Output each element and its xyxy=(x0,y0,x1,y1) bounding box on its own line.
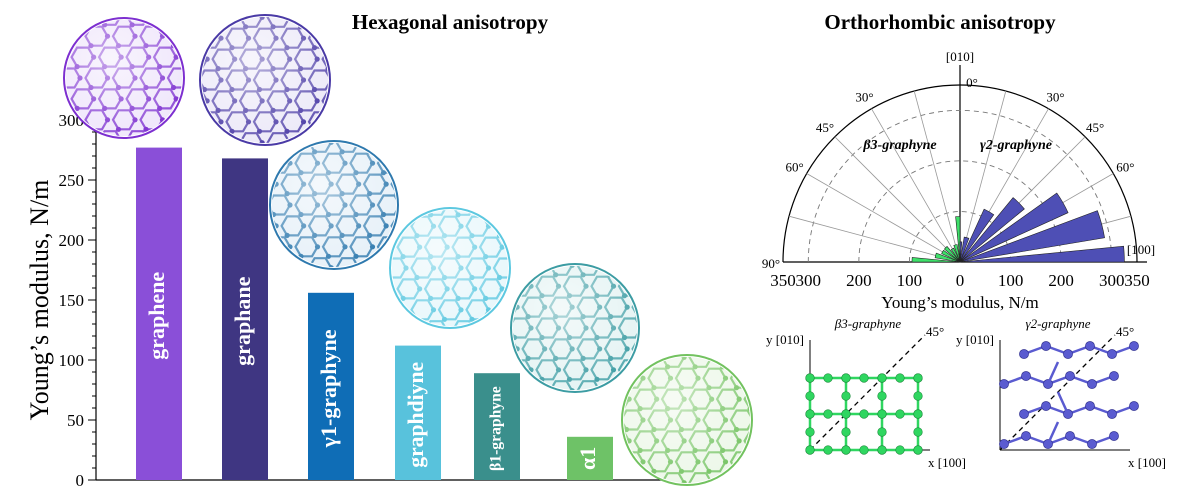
angle-label: 45° xyxy=(816,120,834,135)
molecule-sphere xyxy=(510,263,640,393)
polar-outer-ring xyxy=(782,84,1138,263)
molecule-illustrations xyxy=(63,14,753,486)
bar-chart-title: Hexagonal anisotropy xyxy=(352,10,549,34)
polar-bar xyxy=(959,192,1069,263)
angle-label: 30° xyxy=(1046,90,1064,105)
polar-bar xyxy=(959,241,963,263)
r-tick-label: 200 xyxy=(846,271,872,290)
series-label: γ2-graphyne xyxy=(980,138,1052,153)
inset-angle-label: 45° xyxy=(1116,324,1134,339)
polar-bar xyxy=(959,197,1025,263)
bar-label: graphene xyxy=(144,272,169,360)
y-tick-label: 150 xyxy=(59,291,85,310)
bar xyxy=(308,292,354,480)
bar xyxy=(567,436,613,480)
polar-bar xyxy=(941,249,961,263)
bar xyxy=(395,345,441,480)
bar-label: γ1-graphyne xyxy=(316,329,341,448)
inset-y-label: y [010] xyxy=(956,332,994,347)
polar-bar xyxy=(959,208,995,263)
angle-label: 30° xyxy=(855,90,873,105)
polar-chart-title: Orthorhombic anisotropy xyxy=(824,10,1056,34)
angle-label: 0° xyxy=(966,75,978,90)
inset-title: β3-graphyne xyxy=(834,316,902,331)
molecule-sphere xyxy=(269,140,399,270)
inset-diagonal xyxy=(809,334,926,451)
polar-grid-spoke xyxy=(788,215,961,263)
r-tick-label: 0 xyxy=(956,271,965,290)
r-tick-label: 100 xyxy=(998,271,1024,290)
direction-label-100: [100] xyxy=(1127,242,1155,257)
polar-bar xyxy=(943,245,961,263)
polar-bar xyxy=(955,216,961,263)
polar-grid-ring xyxy=(807,110,1113,263)
bar xyxy=(136,147,182,480)
polar-grid-spoke xyxy=(806,173,961,263)
molecule-sphere xyxy=(199,14,331,146)
lattice-inset: γ2-graphyne y [010] x [100] 45° xyxy=(956,316,1166,470)
polar-bar xyxy=(911,257,961,263)
molecule-sphere xyxy=(621,354,753,486)
inset-y-label: y [010] xyxy=(766,332,804,347)
inset-angle-label: 45° xyxy=(926,324,944,339)
polar-grid-spoke xyxy=(834,136,961,263)
lattice-inset: β3-graphyne y [010] x [100] 45° xyxy=(766,316,966,470)
polar-grid-spoke xyxy=(871,108,961,263)
bar xyxy=(222,158,268,480)
y-tick-label: 0 xyxy=(76,471,85,490)
polar-bar xyxy=(953,244,961,263)
bar-label: β1-graphyne xyxy=(488,386,505,471)
lattice-insets: β3-graphyne y [010] x [100] 45° γ2-graphyne y… xyxy=(766,316,1166,470)
polar-bar xyxy=(950,247,961,263)
r-tick-label: 350 xyxy=(770,271,796,290)
polar-bar xyxy=(959,210,1105,263)
polar-grid-ring xyxy=(858,160,1062,263)
y-tick-label: 50 xyxy=(67,411,84,430)
polar-bar xyxy=(959,245,1125,263)
bar xyxy=(474,373,520,480)
molecule-sphere xyxy=(389,207,511,329)
angle-label: 60° xyxy=(1116,160,1134,175)
inset-x-label: x [100] xyxy=(1128,455,1166,470)
bar-label: graphdiyne xyxy=(404,361,428,467)
y-tick-label: 100 xyxy=(59,351,85,370)
inset-x-label: x [100] xyxy=(928,455,966,470)
r-tick-label: 300 xyxy=(796,271,822,290)
r-tick-label: 350 xyxy=(1124,271,1150,290)
bar-label: graphane xyxy=(230,276,255,365)
angle-label: 90° xyxy=(762,256,780,271)
angle-label: 60° xyxy=(785,160,803,175)
bar-label: α1 xyxy=(575,447,600,470)
r-tick-label: 300 xyxy=(1099,271,1125,290)
polar-bar xyxy=(934,252,961,263)
polar-grid-spoke xyxy=(959,90,1007,263)
polar-bar xyxy=(959,236,970,263)
direction-label-010: [010] xyxy=(946,49,974,64)
inset-title: γ2-graphyne xyxy=(1025,316,1090,331)
polar-axis-label: Young’s modulus, N/m xyxy=(881,293,1038,312)
molecule-sphere xyxy=(63,17,185,139)
r-tick-label: 100 xyxy=(897,271,923,290)
y-tick-label: 200 xyxy=(59,231,85,250)
angle-label: 45° xyxy=(1086,120,1104,135)
y-axis-label: Young’s modulus, N/m xyxy=(25,180,54,421)
series-label: β3-graphyne xyxy=(862,138,936,153)
r-tick-label: 200 xyxy=(1048,271,1074,290)
y-tick-label: 250 xyxy=(59,171,85,190)
polar-grid-spoke xyxy=(913,90,961,263)
